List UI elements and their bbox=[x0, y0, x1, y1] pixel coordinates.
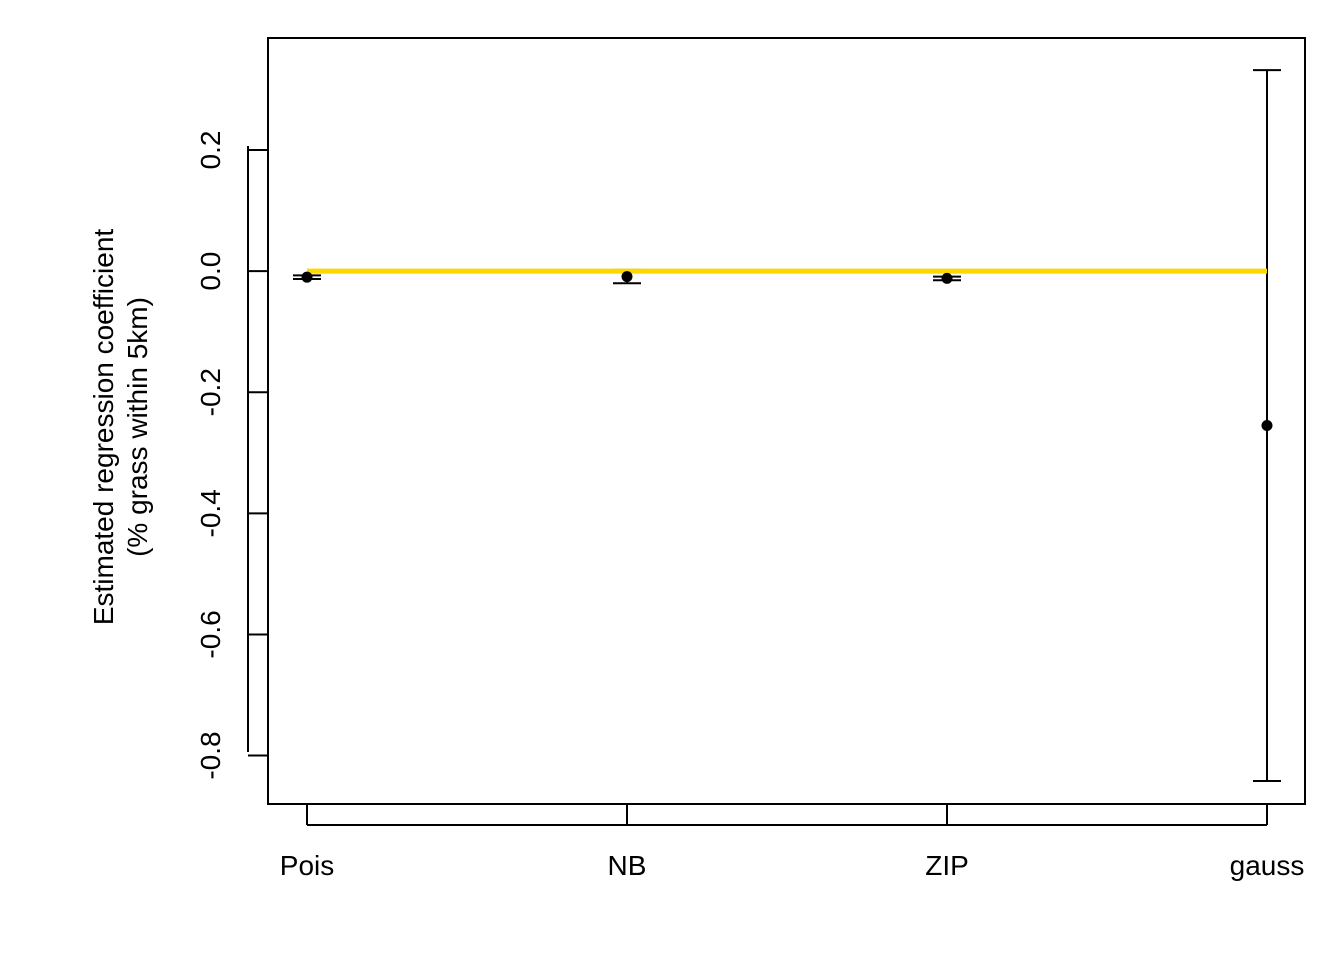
x-axis: Pois NB ZIP gauss bbox=[280, 804, 1305, 881]
y-tick-label: -0.6 bbox=[195, 610, 226, 658]
estimate-point bbox=[301, 271, 313, 283]
x-tick-label: ZIP bbox=[925, 850, 969, 881]
plot-box bbox=[267, 37, 1306, 805]
y-axis: -0.8 -0.6 -0.4 -0.2 0.0 0.2 bbox=[195, 131, 268, 780]
estimate-point bbox=[621, 271, 633, 283]
estimate-point bbox=[1261, 420, 1273, 432]
x-ticks: Pois NB ZIP gauss bbox=[280, 804, 1305, 881]
y-axis-title: Estimated regression coefficient (% gras… bbox=[88, 229, 153, 626]
y-tick-label: -0.2 bbox=[195, 368, 226, 416]
y-tick-label: -0.8 bbox=[195, 731, 226, 779]
estimate-point bbox=[941, 272, 953, 284]
y-ticks: -0.8 -0.6 -0.4 -0.2 0.0 0.2 bbox=[195, 131, 268, 780]
estimate-points bbox=[301, 271, 1273, 432]
y-tick-label: 0.0 bbox=[195, 252, 226, 291]
x-tick-label: Pois bbox=[280, 850, 334, 881]
y-axis-title-line-2: (% grass within 5km) bbox=[122, 297, 153, 557]
y-tick-label: -0.4 bbox=[195, 489, 226, 537]
x-tick-label: gauss bbox=[1230, 850, 1305, 881]
x-tick-label: NB bbox=[608, 850, 647, 881]
y-axis-title-line-1: Estimated regression coefficient bbox=[88, 229, 119, 626]
y-tick-label: 0.2 bbox=[195, 131, 226, 170]
error-bars bbox=[293, 69, 1281, 782]
